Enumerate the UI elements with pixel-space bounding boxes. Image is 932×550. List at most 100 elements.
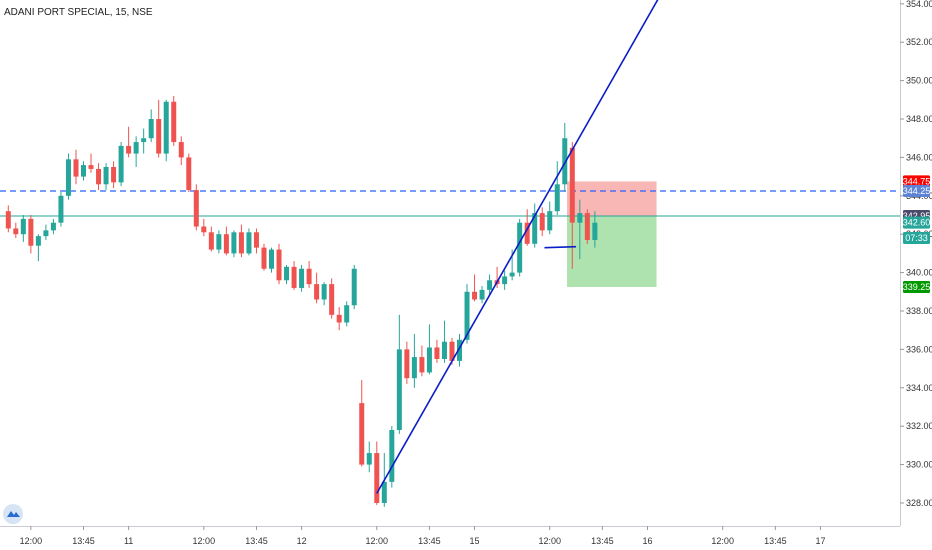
candle [411,334,417,388]
horizontal-lines [0,190,900,217]
plot-area[interactable] [0,0,901,527]
candle [118,142,124,187]
x-tick-label: 13:45 [591,536,614,546]
candle [133,136,139,168]
candle [81,161,86,181]
candle [336,307,342,331]
candle [269,247,274,273]
candle-body [584,213,590,240]
candle-body [43,230,49,237]
candle-body [577,213,583,223]
candle-body [562,138,568,185]
candle [547,201,553,235]
candle-body [73,159,79,177]
candle-body [208,232,214,250]
candle-body [35,236,41,246]
candle-body [178,142,184,158]
candle-body [201,226,207,233]
profit-target-zone[interactable] [567,215,657,287]
candle-body [193,190,199,227]
trendlines[interactable] [376,0,667,494]
candle-body [404,349,410,379]
candle [201,218,207,237]
candle-body [156,119,162,154]
candle [96,163,102,191]
candle [238,224,244,258]
trendline[interactable] [376,0,667,494]
candle-body [479,289,485,300]
candle [88,153,94,173]
candlestick-series [5,95,598,507]
candle [577,199,583,260]
candle-body [329,284,335,315]
price-tag-label: 342.95 [903,211,931,221]
candle [569,142,575,269]
candle-body [81,165,86,177]
candle [126,126,132,158]
x-tick-label: 13:45 [245,536,268,546]
x-tick-label: 12:00 [538,536,561,546]
candle [517,218,523,277]
candle-body [223,234,229,254]
candle [216,230,222,254]
x-tick-label: 12:00 [20,536,43,546]
candle-body [261,247,267,269]
x-tick-label: 12:00 [711,536,734,546]
candle-body [359,403,365,465]
price-tag-label: 07:33 [905,233,928,243]
stop-loss-zone[interactable] [567,181,657,216]
candle-body [419,357,425,373]
candle [163,99,169,162]
candle [193,184,199,231]
candle-body [306,268,312,285]
y-tick-label: 330.00 [906,460,932,470]
candle-body [449,341,455,361]
candle [359,380,365,467]
price-tag-box [903,280,930,293]
candle-body [28,218,34,246]
candle [389,426,395,488]
candle-body [592,222,598,240]
candle-body [464,291,470,340]
candle [426,324,432,375]
candle-body [246,232,252,254]
candle [178,136,184,166]
y-tick-label: 332.00 [906,421,932,431]
candle [13,222,19,239]
candle-body [509,272,515,277]
candle [223,226,229,256]
tradingview-logo-icon[interactable] [3,504,23,524]
time-axis[interactable]: 12:00 13:45 11 12:00 13:45 12 12:00 13:45 15 12:0… [20,526,826,546]
candle [261,243,267,271]
x-tick-label: 13:45 [764,536,787,546]
price-axis[interactable]: 328.00 330.00 332.00 334.00 336.00 338.00 340.… [900,0,932,508]
candle-body [118,145,124,183]
candle [141,128,147,154]
candle [246,228,252,256]
candle-body [111,167,117,183]
candle [50,218,56,235]
x-tick-label: 12:00 [193,536,216,546]
candle [396,314,402,434]
price-tag: 342.60 [903,216,930,229]
y-tick-label: 336.00 [906,344,932,354]
candle-body [547,211,553,231]
candle-body [321,284,327,300]
candle-body [381,481,387,503]
candle-body [374,453,380,503]
x-tick-label: 16 [642,536,652,546]
short-position-tool[interactable] [567,181,657,287]
short-trendline[interactable] [544,245,577,249]
candle-body [351,268,357,306]
chart-title: ADANI PORT SPECIAL, 15, NSE [4,7,153,18]
candle-body [88,165,94,169]
candle-body [426,347,432,373]
candle-body [65,159,71,196]
candle [344,301,350,327]
candle-body [366,453,372,465]
candle [186,153,192,192]
candle [441,320,447,363]
candle-body [50,222,56,231]
x-tick-label: 13:45 [418,536,441,546]
